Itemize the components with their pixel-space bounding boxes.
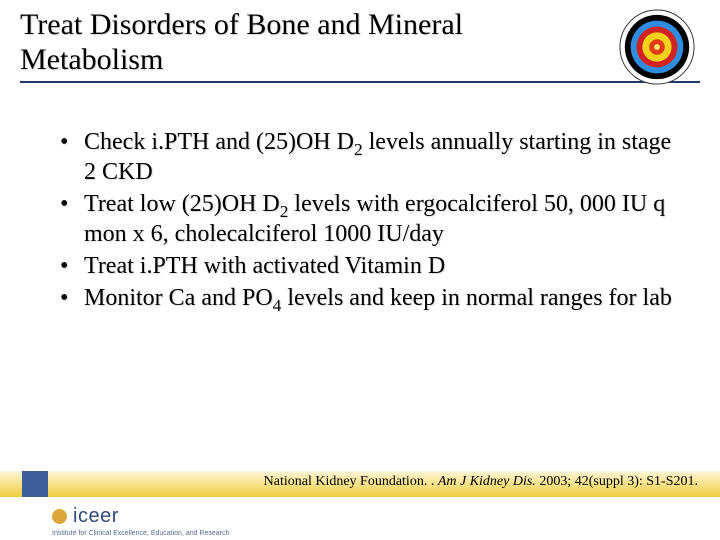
citation-italic: Am J Kidney Dis. [438,474,539,489]
slide-title: Treat Disorders of Bone and Mineral Meta… [20,8,580,77]
slide: Treat Disorders of Bone and Mineral Meta… [0,0,720,540]
bullet-sub: 2 [354,140,363,159]
bullet-item: Treat i.PTH with activated Vitamin D [84,251,680,281]
title-underline [20,81,700,83]
citation-suffix: 2003; 42(suppl 3): S1-S201. [539,474,698,489]
target-icon [618,8,696,86]
bullet-item: Check i.PTH and (25)OH D2 levels annuall… [84,127,680,187]
logo-text: iceer [73,505,119,528]
logo-tagline: Institute for Clinical Excellence, Educa… [52,530,229,537]
bullet-text-pre: Treat i.PTH with activated Vitamin D [84,253,445,279]
citation-prefix: National Kidney Foundation. . [264,474,438,489]
title-region: Treat Disorders of Bone and Mineral Meta… [0,0,720,83]
logo-dot-icon [52,509,67,524]
bullet-text-post: levels and keep in normal ranges for lab [281,285,672,311]
bullet-text-pre: Check i.PTH and (25)OH D [84,129,354,155]
bullet-text-pre: Treat low (25)OH D [84,191,280,217]
citation: National Kidney Foundation. . Am J Kidne… [264,474,698,490]
bullet-list: Check i.PTH and (25)OH D2 levels annuall… [0,83,720,313]
bullet-item: Treat low (25)OH D2 levels with ergocalc… [84,189,680,249]
logo: iceer [52,505,119,528]
bullet-item: Monitor Ca and PO4 levels and keep in no… [84,283,680,313]
bullet-text-pre: Monitor Ca and PO [84,285,273,311]
footer-accent-square [22,471,48,497]
